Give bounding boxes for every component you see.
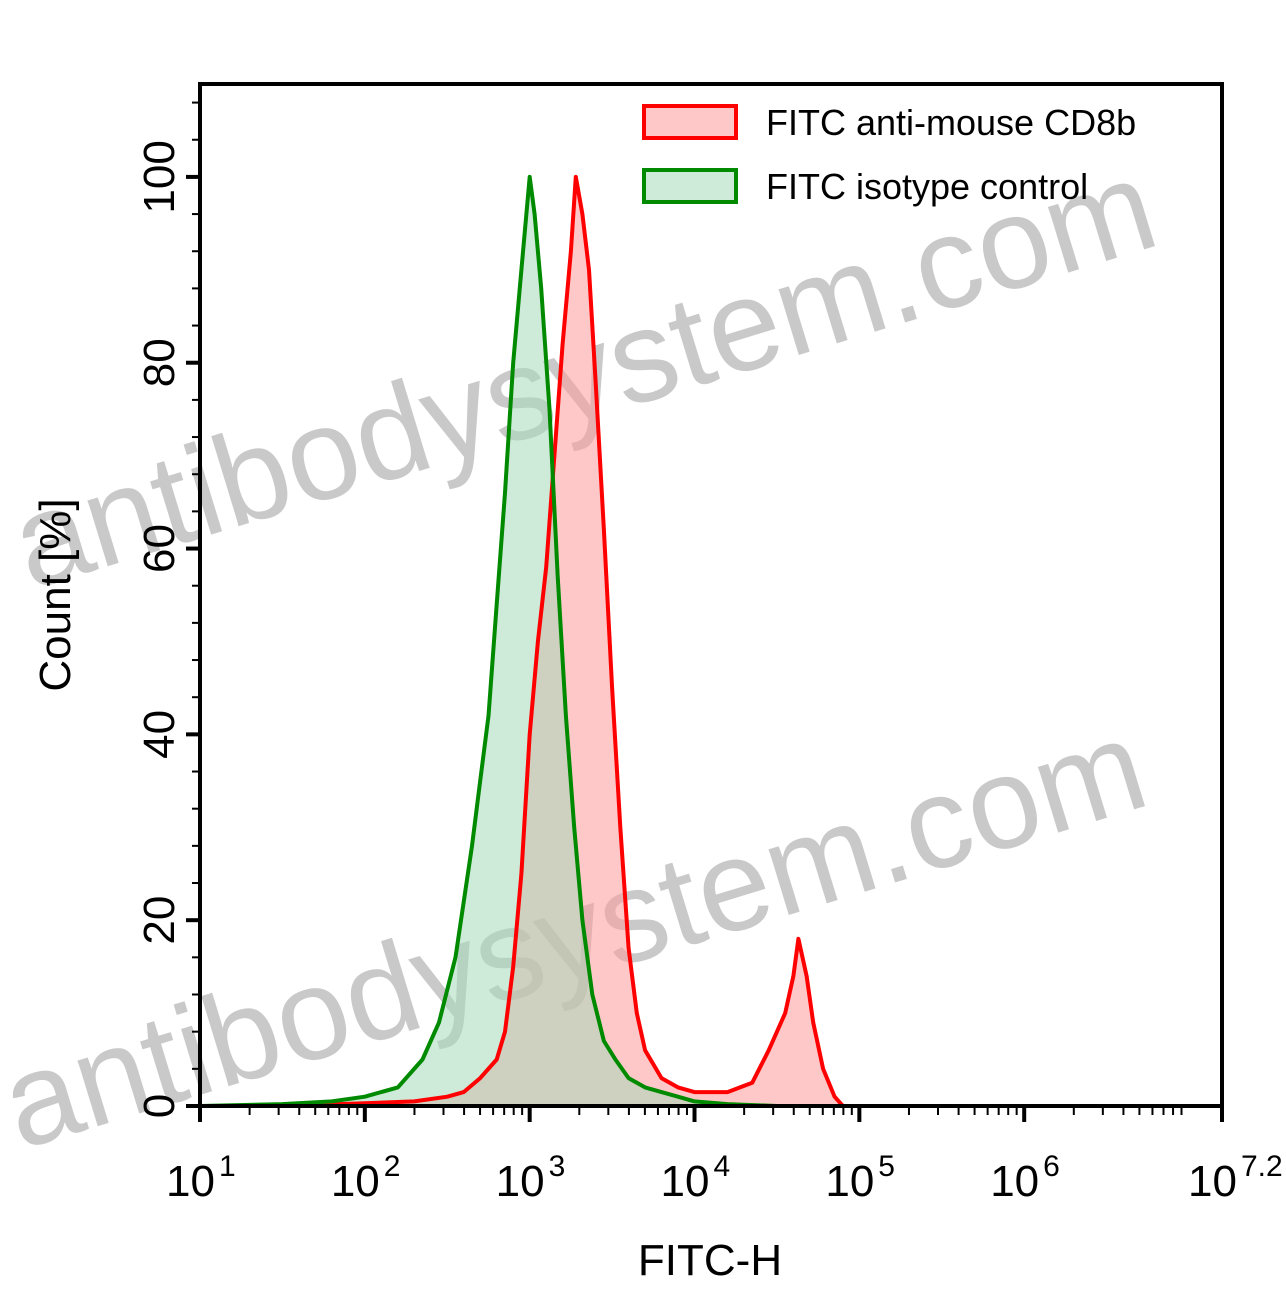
x-tick-label: 10 7.2 bbox=[1188, 1150, 1283, 1206]
legend-label-0: FITC anti-mouse CD8b bbox=[766, 102, 1136, 143]
plot-frame bbox=[198, 82, 1224, 1108]
x-tick-label: 10 5 bbox=[825, 1150, 895, 1206]
y-axis-title: Count [%] bbox=[31, 498, 80, 691]
plot-background bbox=[200, 84, 1222, 1106]
axes: 0 20 40 60 80 100 10 1 10 2 10 3 10 4 10 5 10 6 10 7.2 bbox=[135, 82, 1283, 1206]
y-tick-label: 80 bbox=[135, 338, 184, 387]
y-tick-label: 40 bbox=[135, 710, 184, 759]
x-tick-label: 10 1 bbox=[166, 1150, 236, 1206]
x-axis-title: FITC-H bbox=[638, 1236, 782, 1285]
x-tick-label: 10 2 bbox=[331, 1150, 401, 1206]
legend-label-1: FITC isotype control bbox=[766, 166, 1088, 207]
x-tick-label: 10 4 bbox=[661, 1150, 731, 1206]
y-tick-label: 0 bbox=[135, 1094, 184, 1118]
legend: FITC anti-mouse CD8b FITC isotype control bbox=[642, 102, 1136, 207]
plot-area bbox=[199, 84, 1222, 1108]
y-tick-label: 100 bbox=[135, 140, 184, 213]
legend-swatch-1 bbox=[642, 168, 738, 204]
y-tick-label: 60 bbox=[135, 524, 184, 573]
x-tick-label: 10 3 bbox=[496, 1150, 566, 1206]
series-line-0 bbox=[200, 174, 1222, 1108]
series-line-1 bbox=[199, 174, 1222, 1108]
legend-swatch-0 bbox=[642, 104, 738, 140]
y-tick-label: 20 bbox=[135, 896, 184, 945]
x-tick-label: 10 6 bbox=[990, 1150, 1060, 1206]
